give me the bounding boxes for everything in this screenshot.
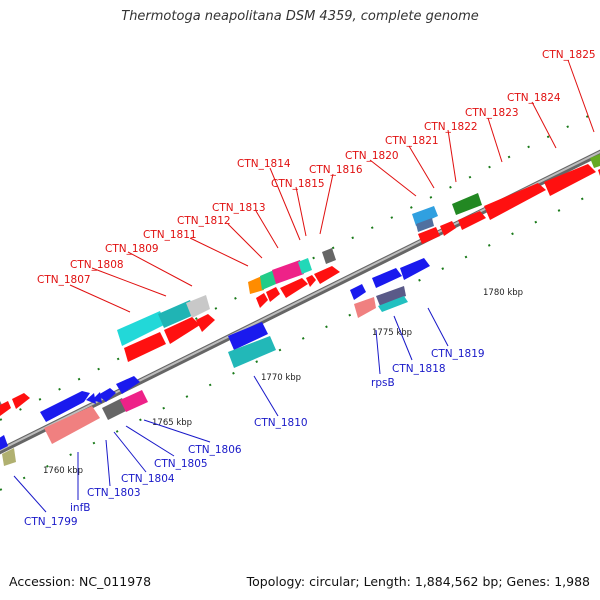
gene-label-bottom[interactable]: CTN_1810 bbox=[254, 417, 308, 429]
gene-label-top[interactable]: CTN_1808 bbox=[70, 259, 124, 271]
gene-feature[interactable] bbox=[452, 193, 482, 215]
top-gene-labels: CTN_1807 CTN_1808 CTN_1809 CTN_1811 CTN_… bbox=[37, 49, 596, 286]
bottom-leader-lines bbox=[13, 307, 449, 513]
gene-label-top[interactable]: CTN_1821 bbox=[385, 135, 439, 147]
gene-feature[interactable] bbox=[322, 248, 336, 264]
gene-label-top[interactable]: CTN_1812 bbox=[177, 215, 231, 227]
gene-label-bottom[interactable]: CTN_1818 bbox=[392, 363, 446, 375]
gene-feature[interactable] bbox=[416, 218, 434, 232]
gene-label-top[interactable]: CTN_1820 bbox=[345, 150, 399, 162]
gene-feature[interactable] bbox=[298, 258, 312, 274]
gene-label-top[interactable]: CTN_1807 bbox=[37, 274, 91, 286]
gene-feature[interactable] bbox=[196, 314, 215, 332]
gene-label-top[interactable]: CTN_1813 bbox=[212, 202, 266, 214]
gene-feature[interactable] bbox=[590, 154, 600, 168]
gene-feature[interactable] bbox=[354, 297, 376, 318]
gene-feature[interactable] bbox=[44, 406, 100, 444]
genome-title: Thermotoga neapolitana DSM 4359, complet… bbox=[121, 9, 479, 24]
gene-feature[interactable] bbox=[458, 211, 486, 230]
gene-feature[interactable] bbox=[116, 376, 140, 394]
gene-feature[interactable] bbox=[228, 336, 276, 368]
gene-feature[interactable] bbox=[86, 393, 96, 404]
gene-feature[interactable] bbox=[256, 293, 268, 308]
gene-label-top[interactable]: CTN_1823 bbox=[465, 107, 519, 119]
gene-label-bottom[interactable]: infB bbox=[70, 502, 90, 514]
gene-feature[interactable] bbox=[102, 398, 128, 420]
gene-feature[interactable] bbox=[248, 276, 264, 294]
gene-feature[interactable] bbox=[378, 296, 408, 312]
gene-label-bottom[interactable]: CTN_1799 bbox=[24, 516, 78, 528]
gene-feature[interactable] bbox=[2, 448, 16, 466]
reverse-strand-genes bbox=[228, 258, 430, 368]
gene-feature[interactable] bbox=[440, 221, 456, 236]
lower-guide-dots bbox=[0, 189, 600, 491]
gene-label-top[interactable]: CTN_1822 bbox=[424, 121, 478, 133]
gene-label-top[interactable]: CTN_1824 bbox=[507, 92, 561, 104]
gene-label-top[interactable]: CTN_1809 bbox=[105, 243, 159, 255]
scale-tick-label: 1780 kbp bbox=[483, 288, 523, 298]
gene-feature[interactable] bbox=[412, 206, 438, 226]
gene-label-bottom[interactable]: CTN_1804 bbox=[121, 473, 175, 485]
gene-feature[interactable] bbox=[372, 268, 402, 288]
gene-feature[interactable] bbox=[0, 401, 11, 416]
scale-tick-label: 1775 kbp bbox=[372, 328, 412, 338]
gene-feature[interactable] bbox=[98, 388, 116, 402]
gene-feature[interactable] bbox=[306, 275, 316, 287]
gene-label-bottom[interactable]: CTN_1806 bbox=[188, 444, 242, 456]
gene-feature[interactable] bbox=[124, 332, 166, 362]
gene-feature[interactable] bbox=[120, 390, 148, 412]
gene-feature[interactable] bbox=[314, 266, 340, 284]
gene-feature[interactable] bbox=[12, 393, 30, 409]
gene-label-bottom[interactable]: CTN_1803 bbox=[87, 487, 141, 499]
gene-label-top[interactable]: CTN_1814 bbox=[237, 158, 291, 170]
gene-label-top[interactable]: CTN_1816 bbox=[309, 164, 363, 176]
gene-feature[interactable] bbox=[418, 227, 440, 244]
gene-feature[interactable] bbox=[280, 278, 308, 298]
gene-feature[interactable] bbox=[117, 311, 166, 346]
accession-text: Accession: NC_011978 bbox=[9, 574, 152, 589]
gene-feature[interactable] bbox=[350, 284, 366, 300]
gene-label-top[interactable]: CTN_1825 bbox=[542, 49, 596, 61]
bottom-gene-labels: CTN_1799 infB CTN_1803 CTN_1804 CTN_1805… bbox=[24, 348, 485, 528]
gene-label-top[interactable]: CTN_1811 bbox=[143, 229, 197, 241]
gene-feature[interactable] bbox=[0, 435, 8, 450]
gene-feature[interactable] bbox=[164, 317, 200, 344]
gene-feature[interactable] bbox=[158, 300, 196, 328]
gene-label-top[interactable]: CTN_1815 bbox=[271, 178, 325, 190]
forward-strand-genes bbox=[0, 154, 600, 466]
gene-feature[interactable] bbox=[40, 391, 90, 422]
gene-label-bottom[interactable]: CTN_1805 bbox=[154, 458, 208, 470]
gene-feature[interactable] bbox=[228, 322, 268, 350]
gene-feature[interactable] bbox=[400, 258, 430, 280]
gene-feature[interactable] bbox=[260, 270, 276, 290]
gene-feature[interactable] bbox=[484, 183, 546, 220]
gene-label-bottom[interactable]: CTN_1819 bbox=[431, 348, 485, 360]
gene-feature[interactable] bbox=[376, 286, 406, 306]
scale-tick-label: 1770 kbp bbox=[261, 373, 301, 383]
scale-tick-label: 1760 kbp bbox=[43, 466, 83, 476]
gene-feature[interactable] bbox=[272, 260, 304, 284]
gene-feature[interactable] bbox=[186, 295, 210, 318]
genome-summary-text: Topology: circular; Length: 1,884,562 bp… bbox=[246, 574, 590, 589]
scale-tick-label: 1765 kbp bbox=[152, 418, 192, 428]
gene-label-bottom[interactable]: rpsB bbox=[371, 377, 395, 389]
gene-feature[interactable] bbox=[544, 164, 596, 196]
gene-feature[interactable] bbox=[266, 287, 280, 302]
top-leader-lines bbox=[69, 59, 595, 313]
